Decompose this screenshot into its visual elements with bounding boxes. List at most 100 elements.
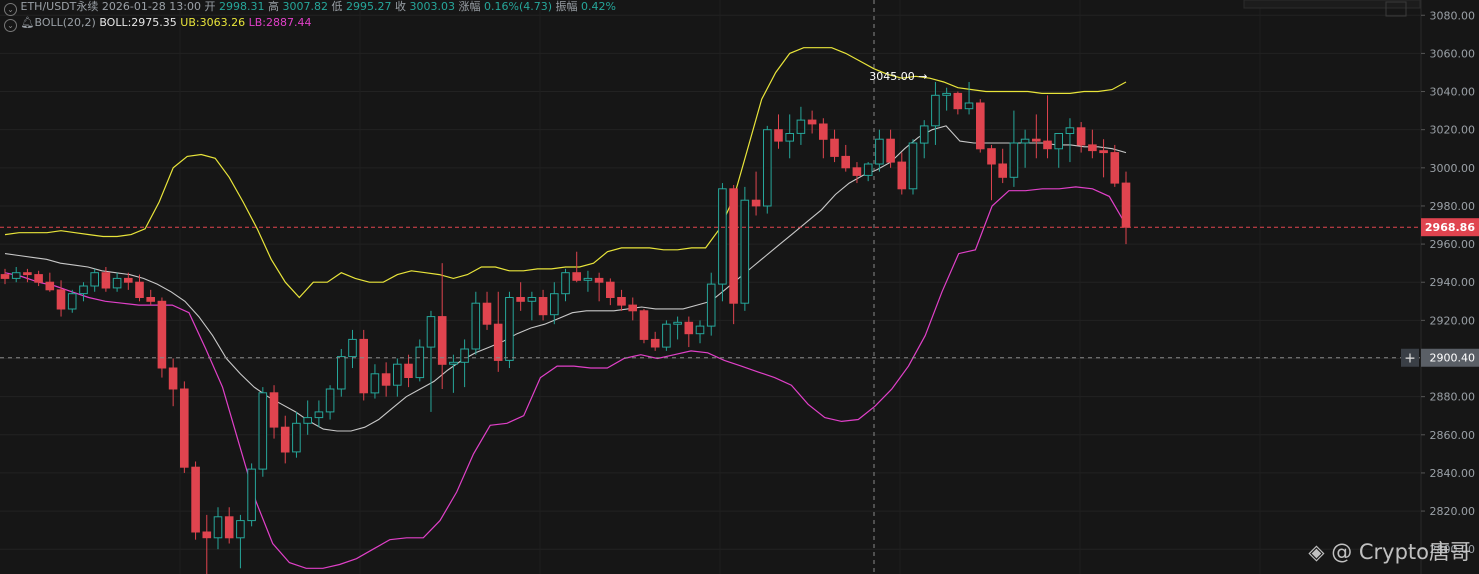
candle-body bbox=[740, 199, 750, 304]
candle-body bbox=[157, 300, 167, 369]
candle bbox=[561, 268, 570, 302]
price-tick-label: 2880.00 bbox=[1430, 391, 1476, 404]
candle bbox=[482, 291, 492, 330]
candle-body bbox=[45, 281, 55, 291]
candle-body bbox=[1121, 182, 1131, 228]
price-tick-label: 3020.00 bbox=[1430, 124, 1476, 137]
collapse-chevron-icon[interactable]: ⌄ bbox=[4, 19, 17, 32]
candle-body bbox=[785, 133, 795, 142]
candle bbox=[1020, 129, 1030, 168]
candle bbox=[1099, 139, 1108, 178]
candle bbox=[426, 310, 436, 412]
close-value: 3003.03 bbox=[409, 0, 456, 13]
candle bbox=[112, 272, 122, 292]
candle bbox=[191, 461, 200, 540]
candle-body bbox=[146, 297, 155, 302]
price-tick-label: 3040.00 bbox=[1430, 86, 1476, 99]
candle bbox=[348, 329, 357, 369]
price-axis[interactable]: 3080.00 3060.00 3040.00 3020.00 3000.00 2980.… bbox=[1243, 0, 1479, 574]
candle-body bbox=[180, 388, 189, 468]
candle bbox=[919, 120, 929, 159]
high-marker-label: 3045.00 → bbox=[869, 70, 927, 83]
candle-body bbox=[168, 367, 178, 390]
candle bbox=[415, 339, 425, 382]
amplitude-label: 振幅 bbox=[555, 0, 578, 13]
candle-body bbox=[942, 92, 951, 96]
last-price-tag bbox=[1421, 218, 1479, 237]
candle-body bbox=[258, 392, 268, 470]
candle bbox=[706, 272, 716, 336]
alert-bell-icon[interactable]: 🔔︎ bbox=[20, 16, 35, 29]
candle-body bbox=[191, 466, 200, 533]
datetime-label: 2026-01-28 13:00 bbox=[101, 0, 201, 13]
candle-body bbox=[1043, 140, 1052, 150]
candle-body bbox=[751, 199, 761, 207]
candle-body bbox=[550, 293, 559, 316]
candle-body bbox=[90, 272, 100, 287]
candle-body bbox=[280, 426, 290, 453]
candle-body bbox=[471, 302, 481, 350]
candle bbox=[875, 129, 884, 172]
candle bbox=[594, 272, 604, 302]
candle bbox=[538, 289, 548, 321]
candle bbox=[292, 411, 301, 458]
candle bbox=[807, 110, 817, 134]
collapse-chevron-icon[interactable]: ⌄ bbox=[4, 3, 17, 16]
candle bbox=[1076, 122, 1086, 153]
candle-body bbox=[460, 348, 469, 363]
toolbar-button bbox=[1385, 1, 1407, 17]
candle bbox=[796, 106, 806, 145]
candle bbox=[583, 270, 593, 292]
candle-body bbox=[359, 338, 368, 394]
candle-body bbox=[516, 297, 525, 302]
candle-body bbox=[819, 123, 828, 140]
candle bbox=[303, 400, 312, 435]
candle bbox=[1110, 144, 1120, 187]
candle bbox=[437, 263, 447, 390]
candle bbox=[931, 82, 940, 145]
crosshair-price-label: 2900.40 bbox=[1430, 352, 1476, 365]
candle bbox=[202, 514, 212, 574]
toolbar-strip bbox=[1243, 0, 1421, 9]
candle-body bbox=[124, 277, 133, 283]
candle bbox=[45, 272, 55, 292]
candle-body bbox=[594, 277, 604, 283]
candle-body bbox=[639, 310, 649, 340]
open-value: 2998.31 bbox=[219, 0, 265, 13]
candle bbox=[886, 129, 895, 168]
candle bbox=[34, 270, 43, 287]
boll-upper-line bbox=[4, 47, 1127, 299]
candle-body bbox=[886, 138, 895, 163]
candle-body bbox=[213, 516, 223, 539]
price-tick-label: 2840.00 bbox=[1430, 467, 1476, 480]
boll-mid-value: BOLL:2975.35 bbox=[99, 16, 177, 29]
candle-body bbox=[796, 119, 806, 134]
candle-body bbox=[841, 155, 851, 169]
price-tick-label: 2800.00 bbox=[1430, 543, 1476, 556]
candle bbox=[897, 152, 907, 195]
candle bbox=[471, 291, 481, 355]
candle-body bbox=[0, 274, 10, 279]
candle-body bbox=[269, 392, 279, 428]
candle-body bbox=[908, 142, 918, 190]
candle-body bbox=[1076, 127, 1086, 146]
candle-body bbox=[695, 325, 705, 335]
candle-body bbox=[538, 297, 548, 316]
candle-body bbox=[953, 92, 963, 110]
watermark: ◈ @ Crypto唐哥 bbox=[1308, 536, 1471, 566]
open-label: 开 bbox=[204, 0, 216, 13]
candle-body bbox=[505, 297, 514, 361]
candle-body bbox=[931, 94, 940, 127]
candle bbox=[628, 297, 638, 321]
candle bbox=[258, 387, 268, 477]
candle bbox=[516, 282, 525, 311]
candle bbox=[908, 139, 918, 195]
candle-body bbox=[1009, 142, 1019, 178]
candle-body bbox=[135, 281, 144, 299]
candle bbox=[976, 99, 985, 153]
candle-body bbox=[348, 338, 357, 358]
candle bbox=[606, 278, 615, 306]
candle-body bbox=[875, 138, 884, 165]
